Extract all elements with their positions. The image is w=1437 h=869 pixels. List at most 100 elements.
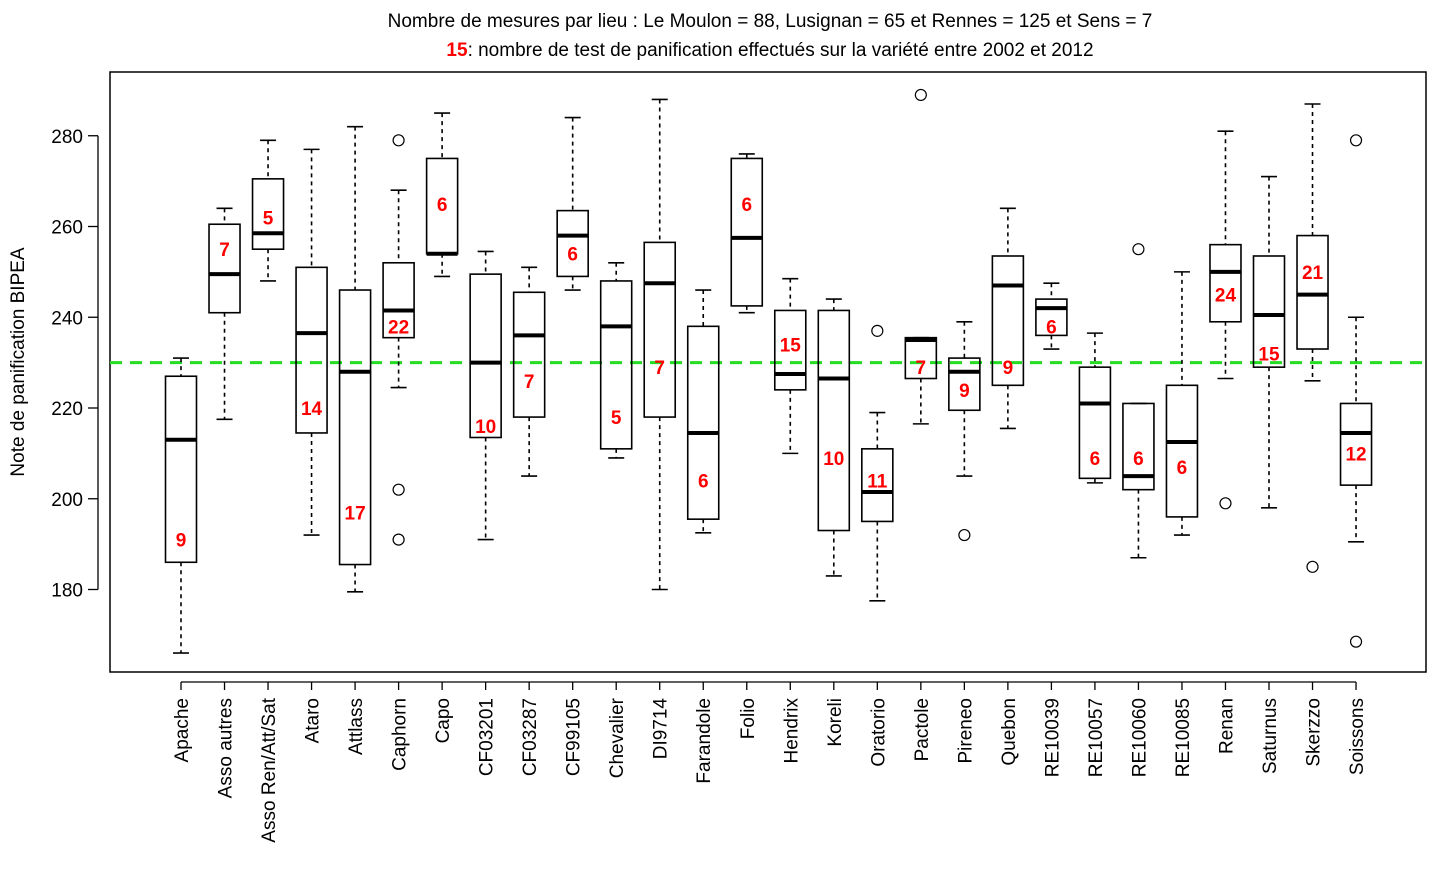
- test-count-label: 6: [1133, 449, 1144, 470]
- iqr-box: [208, 223, 241, 314]
- outlier-point: [1349, 635, 1363, 648]
- y-tick-label: 240: [51, 308, 83, 329]
- box-saturnus: 15: [1252, 175, 1286, 509]
- box-cf99105: 6: [556, 116, 589, 291]
- x-tick-label: Renan: [1216, 698, 1237, 754]
- test-count-label: 11: [867, 472, 888, 493]
- iqr-box: [817, 309, 851, 532]
- iqr-box: [599, 280, 633, 450]
- iqr-box: [164, 375, 198, 564]
- iqr-box: [295, 266, 328, 434]
- box-asso-ren-att-sat: 5: [251, 139, 285, 282]
- x-tick-label: Asso Ren/Att/Sat: [259, 697, 280, 842]
- boxes-group: 9 7 5 14 17 22 6 10 7 6 5 7 6 6 15 10 11 7 9 9 6 6 6 6 24 15 21 12: [164, 88, 1373, 654]
- iqr-box: [1078, 366, 1112, 480]
- test-count-label: 14: [301, 399, 323, 420]
- box-ataro: 14: [295, 148, 328, 536]
- box-re10085: 6: [1165, 271, 1199, 536]
- x-tick-label: Koreli: [825, 698, 846, 747]
- test-count-label: 6: [567, 245, 578, 266]
- test-count-label: 9: [1003, 358, 1014, 379]
- test-count-label: 7: [916, 358, 927, 379]
- y-tick-label: 220: [51, 399, 83, 420]
- outlier-point: [1219, 497, 1232, 510]
- box-capo: 6: [425, 112, 459, 278]
- y-tick-label: 200: [51, 490, 83, 511]
- x-tick-label: DI9714: [651, 698, 672, 760]
- x-tick-label: Pireneo: [955, 698, 976, 764]
- outlier-point: [871, 324, 884, 337]
- y-axis-label: Note de panification BIPEA: [8, 247, 29, 477]
- test-count-label: 7: [219, 240, 230, 261]
- x-tick-label: RE10085: [1173, 698, 1194, 777]
- iqr-box: [1252, 255, 1286, 368]
- x-tick-label: Caphorn: [390, 698, 411, 771]
- x-tick-label: Chevalier: [607, 697, 628, 778]
- box-attlass: 17: [338, 125, 372, 593]
- outlier-point: [392, 533, 405, 546]
- test-count-label: 17: [345, 503, 366, 524]
- x-tick-label: Farandole: [694, 698, 715, 784]
- outlier-point: [1306, 560, 1319, 573]
- iqr-box: [469, 273, 502, 439]
- box-chevalier: 5: [599, 261, 633, 459]
- iqr-box: [1122, 402, 1155, 491]
- box-folio: 6: [730, 153, 764, 314]
- x-tick-label: Asso autres: [216, 698, 237, 798]
- iqr-box: [686, 325, 720, 520]
- outlier-point: [914, 88, 927, 102]
- x-tick-label: CF99105: [564, 698, 585, 776]
- plot-frame: [109, 71, 1427, 673]
- box-farandole: 6: [686, 289, 720, 534]
- test-count-label: 9: [176, 531, 187, 552]
- iqr-box: [1339, 402, 1373, 486]
- iqr-box: [1035, 298, 1068, 337]
- x-tick-label: Attlass: [346, 698, 367, 755]
- iqr-box: [948, 357, 981, 412]
- box-hendrix: 15: [773, 277, 807, 455]
- x-tick-label: Pactole: [912, 698, 933, 761]
- outlier-point: [958, 528, 971, 542]
- test-count-label: 10: [823, 449, 844, 470]
- box-re10039: 6: [1035, 282, 1068, 350]
- x-tick-label: Saturnus: [1260, 698, 1281, 774]
- x-tick-label: Hendrix: [781, 698, 802, 764]
- test-count-label: 15: [1258, 345, 1280, 366]
- box-skerzzo: 21: [1296, 103, 1329, 573]
- iqr-box: [1209, 243, 1242, 323]
- iqr-box: [643, 241, 677, 418]
- iqr-box: [730, 157, 764, 307]
- x-tick-label: Ataro: [303, 698, 324, 743]
- test-count-label: 10: [475, 417, 496, 438]
- x-tick-label: RE10060: [1129, 698, 1150, 777]
- subtitle-example-number: 15: [446, 40, 468, 61]
- iqr-box: [1296, 234, 1329, 350]
- chart-subtitle: 15: nombre de test de panification effec…: [446, 40, 1093, 61]
- y-tick-label: 180: [51, 581, 83, 602]
- test-count-label: 6: [1046, 317, 1057, 338]
- box-cf03201: 10: [469, 250, 502, 541]
- x-tick-label: Folio: [738, 698, 759, 739]
- box-renan: 24: [1209, 130, 1242, 510]
- box-re10057: 6: [1078, 332, 1112, 484]
- iqr-box: [773, 309, 807, 391]
- test-count-label: 22: [388, 317, 409, 338]
- test-count-label: 6: [698, 472, 709, 493]
- test-count-label: 24: [1215, 286, 1237, 307]
- box-di9714: 7: [643, 98, 677, 591]
- outlier-point: [392, 483, 405, 496]
- test-count-label: 7: [654, 358, 665, 379]
- box-asso-autres: 7: [208, 207, 241, 421]
- x-tick-label: Soissons: [1347, 698, 1368, 775]
- test-count-label: 7: [524, 372, 535, 393]
- x-tick-label: CF03287: [520, 698, 541, 776]
- box-cf03287: 7: [512, 266, 546, 477]
- x-tick-label: Oratorio: [868, 698, 889, 767]
- box-re10060: 6: [1122, 243, 1155, 559]
- box-oratorio: 11: [861, 324, 894, 602]
- test-count-label: 9: [959, 381, 970, 402]
- test-count-label: 12: [1345, 444, 1366, 465]
- iqr-box: [861, 448, 894, 523]
- x-tick-label: Quebon: [999, 698, 1020, 766]
